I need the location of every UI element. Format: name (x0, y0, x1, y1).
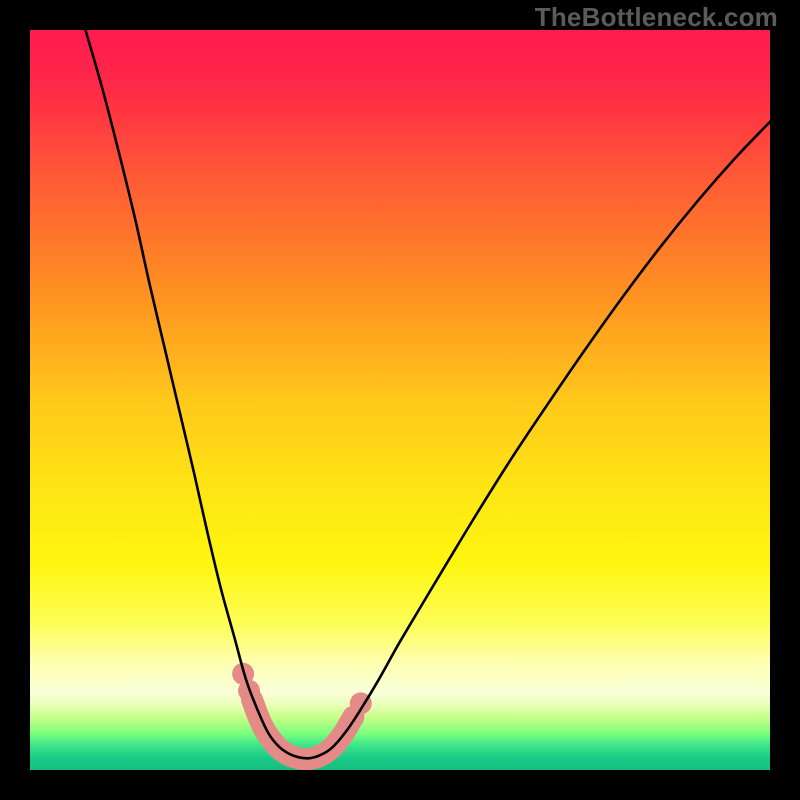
data-dot (244, 697, 266, 719)
gradient-background (30, 30, 770, 770)
stage: TheBottleneck.com (0, 0, 800, 800)
watermark-text: TheBottleneck.com (535, 2, 778, 33)
chart-svg (30, 30, 770, 770)
plot-area (30, 30, 770, 770)
